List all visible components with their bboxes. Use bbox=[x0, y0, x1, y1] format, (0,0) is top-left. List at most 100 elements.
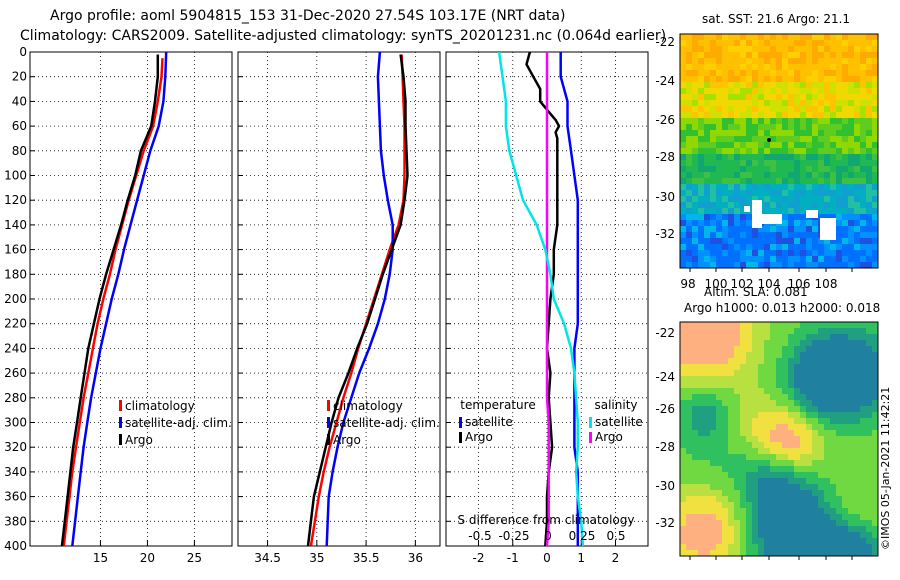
sla-cell bbox=[692, 454, 698, 460]
sla-cell bbox=[704, 442, 710, 448]
sla-cell bbox=[704, 322, 710, 328]
sst-cell bbox=[812, 244, 818, 250]
sst-cell bbox=[734, 46, 740, 52]
sst-cell bbox=[764, 40, 770, 46]
sla-cell bbox=[836, 520, 842, 526]
sla-cell bbox=[746, 406, 752, 412]
sst-cell bbox=[698, 160, 704, 166]
sla-cell bbox=[704, 532, 710, 538]
sst-cell bbox=[824, 190, 830, 196]
sst-cell bbox=[770, 130, 776, 136]
sla-cell bbox=[866, 382, 872, 388]
sst-cell bbox=[788, 112, 794, 118]
sla-cell bbox=[836, 436, 842, 442]
sla-cell bbox=[758, 436, 764, 442]
sla-cell bbox=[782, 454, 788, 460]
sla-cell bbox=[836, 508, 842, 514]
sst-cell bbox=[854, 88, 860, 94]
sla-cell bbox=[788, 550, 794, 556]
legend-swatch bbox=[589, 432, 592, 443]
sst-cell bbox=[776, 202, 782, 208]
sst-cell bbox=[710, 172, 716, 178]
sst-cell bbox=[848, 100, 854, 106]
sst-cell bbox=[824, 202, 830, 208]
sla-cell bbox=[758, 514, 764, 520]
sla-cell bbox=[818, 484, 824, 490]
sst-cell bbox=[740, 100, 746, 106]
sla-cell bbox=[848, 454, 854, 460]
sla-cell bbox=[800, 478, 806, 484]
sla-cell bbox=[848, 436, 854, 442]
sst-cell bbox=[716, 154, 722, 160]
sst-cell bbox=[824, 244, 830, 250]
sst-cell bbox=[728, 208, 734, 214]
sla-cell bbox=[770, 364, 776, 370]
sla-cell bbox=[818, 460, 824, 466]
sst-cell bbox=[764, 64, 770, 70]
sla-cell bbox=[872, 502, 878, 508]
y-tick-label: 260 bbox=[4, 366, 27, 380]
sst-cell bbox=[794, 214, 800, 220]
sst-cell bbox=[788, 172, 794, 178]
sla-cell bbox=[854, 484, 860, 490]
sla-cell bbox=[812, 526, 818, 532]
sla-cell bbox=[764, 328, 770, 334]
sst-cell bbox=[800, 166, 806, 172]
sla-cell bbox=[734, 358, 740, 364]
sst-cell bbox=[740, 196, 746, 202]
sst-cell bbox=[692, 256, 698, 262]
sst-cell bbox=[704, 148, 710, 154]
sla-cell bbox=[836, 448, 842, 454]
sst-cell bbox=[800, 130, 806, 136]
sst-cell bbox=[716, 208, 722, 214]
sst-cell bbox=[686, 40, 692, 46]
sla-cell bbox=[722, 460, 728, 466]
sst-cell bbox=[752, 52, 758, 58]
sst-cell bbox=[764, 172, 770, 178]
sla-cell bbox=[764, 322, 770, 328]
sla-cell bbox=[788, 382, 794, 388]
sst-cell bbox=[716, 82, 722, 88]
sla-cell bbox=[836, 388, 842, 394]
sla-cell bbox=[686, 514, 692, 520]
sla-cell bbox=[800, 532, 806, 538]
sst-cell bbox=[710, 256, 716, 262]
sla-cell bbox=[704, 514, 710, 520]
sla-cell bbox=[764, 454, 770, 460]
sst-cell bbox=[722, 88, 728, 94]
sst-cell bbox=[686, 76, 692, 82]
sla-cell bbox=[806, 436, 812, 442]
sst-cell bbox=[728, 214, 734, 220]
sla-cell bbox=[680, 454, 686, 460]
sla-cell bbox=[704, 406, 710, 412]
sst-cell bbox=[722, 190, 728, 196]
sla-cell bbox=[872, 334, 878, 340]
sla-cell bbox=[812, 352, 818, 358]
sla-cell bbox=[758, 454, 764, 460]
sla-cell bbox=[872, 400, 878, 406]
sst-cell bbox=[842, 250, 848, 256]
sst-cell bbox=[764, 112, 770, 118]
sst-cell bbox=[860, 262, 866, 268]
sla-cell bbox=[866, 364, 872, 370]
sst-cell bbox=[764, 184, 770, 190]
sla-cell bbox=[758, 526, 764, 532]
sla-cell bbox=[728, 340, 734, 346]
sla-cell bbox=[770, 442, 776, 448]
sla-cell bbox=[788, 502, 794, 508]
sst-cell bbox=[824, 142, 830, 148]
sst-cell bbox=[710, 208, 716, 214]
sla-cell bbox=[680, 418, 686, 424]
sst-cell bbox=[794, 256, 800, 262]
sla-cell bbox=[704, 448, 710, 454]
sla-cell bbox=[806, 406, 812, 412]
sst-cell bbox=[764, 136, 770, 142]
sla-cell bbox=[764, 466, 770, 472]
sla-cell bbox=[788, 352, 794, 358]
sst-cell bbox=[794, 34, 800, 40]
sla-cell bbox=[800, 358, 806, 364]
sla-cell bbox=[698, 328, 704, 334]
sla-cell bbox=[812, 382, 818, 388]
legend-header-temperature: temperature bbox=[460, 398, 535, 412]
sst-cell bbox=[872, 34, 878, 40]
